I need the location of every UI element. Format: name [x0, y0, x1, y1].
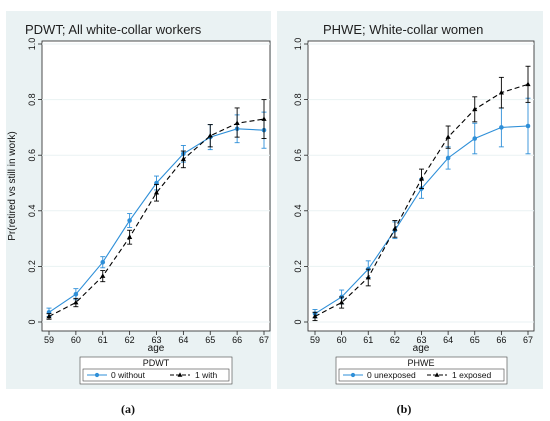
a-legend-marker	[177, 372, 183, 377]
panel-a-sublabel: (a)	[121, 402, 135, 416]
b-legend-marker	[350, 372, 356, 378]
panel-b-legend-entry-0: 0 unexposed	[343, 370, 416, 380]
b-x-tick-label: 66	[496, 335, 506, 345]
panel-b-legend-entry-1: 1 exposed	[427, 370, 491, 380]
a-legend-label: 0 without	[111, 370, 146, 380]
a-y-tick-label: 0	[27, 319, 37, 324]
b-y-tick-label: 0.6	[293, 149, 303, 162]
b-data-point	[418, 176, 425, 181]
panel-a: PDWT; All white-collar workers 0 0.2 0.4 0.…	[6, 11, 271, 389]
b-data-point	[472, 106, 478, 112]
b-data-point	[525, 123, 531, 129]
b-data-point	[525, 81, 531, 87]
b-y-tick-label: 0.2	[293, 260, 303, 273]
panel-a-title: PDWT; All white-collar workers	[25, 22, 202, 37]
b-data-point	[339, 299, 345, 305]
panel-a-legend-entry-1: 1 with	[170, 370, 217, 380]
a-data-point	[46, 313, 52, 319]
a-x-tick-label: 66	[232, 335, 242, 345]
b-x-tick-label: 62	[390, 335, 400, 345]
panel-b-grid	[308, 43, 534, 323]
panel-b-y-ticks: 0 0.2 0.4 0.6 0.8 1.0	[293, 38, 308, 325]
a-data-point	[100, 259, 106, 265]
panel-a-legend-title: PDWT	[143, 358, 170, 368]
panel-a-series	[46, 99, 267, 320]
panel-b-x-ticks: 59 60 61 62 63 64 65 66 67	[310, 331, 533, 345]
a-legend-marker	[94, 372, 100, 378]
a-x-tick-label: 64	[178, 335, 188, 345]
panel-a-y-axis-label: Pr(retired vs still in work)	[7, 131, 18, 240]
b-y-tick-label: 1.0	[293, 38, 303, 51]
b-y-tick-label: 0	[293, 319, 303, 324]
panel-a-y-ticks: 0 0.2 0.4 0.6 0.8 1.0	[27, 38, 42, 325]
b-data-point	[498, 89, 504, 95]
a-series-1	[46, 99, 267, 320]
a-data-point	[261, 116, 267, 121]
panel-a-legend-inner	[82, 368, 230, 382]
a-x-tick-label: 61	[98, 335, 108, 345]
b-data-point	[445, 155, 451, 161]
a-data-point	[73, 291, 79, 297]
panel-a-plot-area	[41, 40, 271, 332]
b-series-1	[312, 65, 531, 322]
a-data-point	[207, 132, 213, 138]
b-x-tick-label: 63	[416, 335, 426, 345]
a-data-point	[73, 299, 79, 305]
a-data-point	[180, 156, 186, 162]
panel-b-legend-inner	[338, 368, 505, 382]
b-data-point	[499, 125, 504, 130]
b-data-point	[365, 274, 371, 280]
b-x-tick-label: 67	[523, 335, 533, 345]
panel-b: PHWE; White-collar women 0 0.2 0.4 0.6 0.8 1.…	[277, 11, 543, 389]
b-data-point	[312, 313, 318, 319]
b-y-tick-label: 0.8	[293, 93, 303, 106]
b-data-point	[445, 134, 451, 139]
b-y-tick-label: 0.4	[293, 205, 303, 218]
a-data-point	[153, 189, 160, 195]
b-legend-marker	[434, 372, 440, 377]
a-y-tick-label: 0.6	[27, 149, 37, 162]
a-x-tick-label: 65	[205, 335, 215, 345]
b-legend-label: 1 exposed	[452, 370, 491, 380]
panel-b-title: PHWE; White-collar women	[323, 22, 483, 37]
a-x-tick-label: 67	[259, 335, 269, 345]
panel-a-grid	[42, 43, 270, 323]
panel-a-x-axis-label: age	[148, 343, 165, 354]
b-legend-label: 0 unexposed	[367, 370, 416, 380]
a-y-tick-label: 0.2	[27, 260, 37, 273]
a-data-point	[100, 273, 106, 278]
a-x-tick-label: 59	[44, 335, 54, 345]
panel-b-legend: PHWE 0 unexposed 1 exposed	[335, 356, 508, 385]
a-data-point	[234, 120, 240, 126]
panel-a-x-ticks: 59 60 61 62 63 64 65 66 67	[44, 331, 269, 345]
panel-b-legend-title: PHWE	[408, 358, 435, 368]
panel-a-legend: PDWT 0 without 1 with	[79, 356, 233, 385]
panel-b-series	[312, 65, 531, 322]
panel-b-sublabel: (b)	[397, 402, 412, 416]
a-y-tick-label: 0.4	[27, 205, 37, 218]
a-legend-label: 1 with	[195, 370, 217, 380]
a-x-tick-label: 63	[151, 335, 161, 345]
a-series-line	[48, 118, 265, 317]
b-x-tick-label: 64	[443, 335, 453, 345]
a-x-tick-label: 60	[71, 335, 81, 345]
panel-b-plot-area	[307, 40, 535, 332]
a-x-tick-label: 62	[125, 335, 135, 345]
b-x-tick-label: 65	[470, 335, 480, 345]
a-data-point	[127, 234, 133, 240]
panel-a-legend-entry-0: 0 without	[87, 370, 146, 380]
b-data-point	[392, 226, 398, 231]
b-data-point	[472, 136, 478, 141]
a-data-point	[127, 218, 132, 223]
b-x-tick-label: 61	[363, 335, 373, 345]
b-x-tick-label: 59	[310, 335, 320, 345]
a-y-tick-label: 1.0	[27, 38, 37, 51]
panel-b-x-axis-label: age	[413, 343, 430, 354]
b-x-tick-label: 60	[337, 335, 347, 345]
a-y-tick-label: 0.8	[27, 93, 37, 106]
